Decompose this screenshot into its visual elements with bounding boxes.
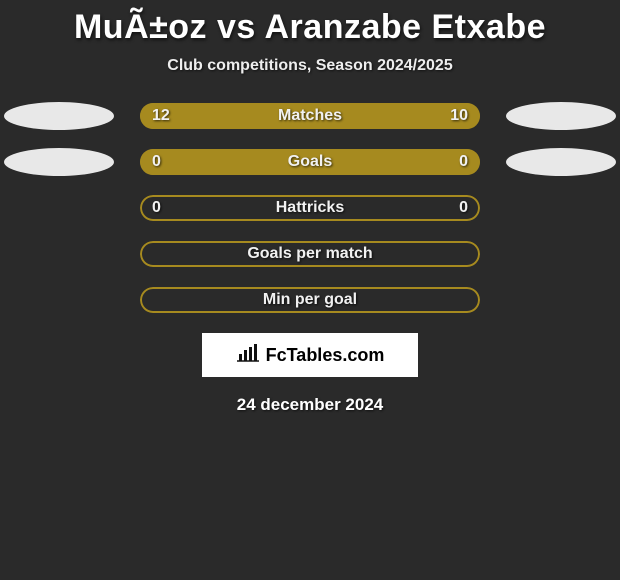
- stat-value-right: 0: [459, 149, 468, 175]
- player-left-pill: [4, 102, 114, 130]
- bar-outline: [140, 287, 480, 313]
- stat-row: Matches12 10: [0, 103, 620, 129]
- stat-row: Goals per match: [0, 241, 620, 267]
- stat-row: Min per goal: [0, 287, 620, 313]
- bar-chart-icon: [236, 344, 260, 367]
- player-left-pill: [4, 148, 114, 176]
- stat-bar: Goals: [140, 149, 480, 175]
- stat-bar: Min per goal: [140, 287, 480, 313]
- stat-label: Hattricks: [140, 195, 480, 221]
- stat-value-right: 0: [459, 195, 468, 221]
- stat-bar: Goals per match: [140, 241, 480, 267]
- comparison-infographic: MuÃ±oz vs Aranzabe Etxabe Club competiti…: [0, 0, 620, 580]
- stat-label: Goals per match: [140, 241, 480, 267]
- player-right-pill: [506, 148, 616, 176]
- player-right-pill: [506, 102, 616, 130]
- stat-row: Goals0 0: [0, 149, 620, 175]
- stat-value-right: 10: [450, 103, 468, 129]
- page-subtitle: Club competitions, Season 2024/2025: [0, 57, 620, 75]
- bar-fill-left: [140, 149, 310, 175]
- stat-bar: Matches: [140, 103, 480, 129]
- stat-value-left: 0: [152, 195, 161, 221]
- stat-rows: Matches1210Goals00Hattricks00Goals per m…: [0, 103, 620, 313]
- stat-value-left: 12: [152, 103, 170, 129]
- bar-outline: [140, 241, 480, 267]
- date-label: 24 december 2024: [0, 395, 620, 415]
- page-title: MuÃ±oz vs Aranzabe Etxabe: [0, 0, 620, 47]
- stat-row: Hattricks0 0: [0, 195, 620, 221]
- brand-badge: FcTables.com: [202, 333, 418, 377]
- stat-label: Min per goal: [140, 287, 480, 313]
- bar-outline: [140, 195, 480, 221]
- brand-inner: FcTables.com: [236, 344, 385, 367]
- stat-value-left: 0: [152, 149, 161, 175]
- bar-fill-right: [310, 149, 480, 175]
- stat-bar: Hattricks: [140, 195, 480, 221]
- brand-text: FcTables.com: [266, 345, 385, 366]
